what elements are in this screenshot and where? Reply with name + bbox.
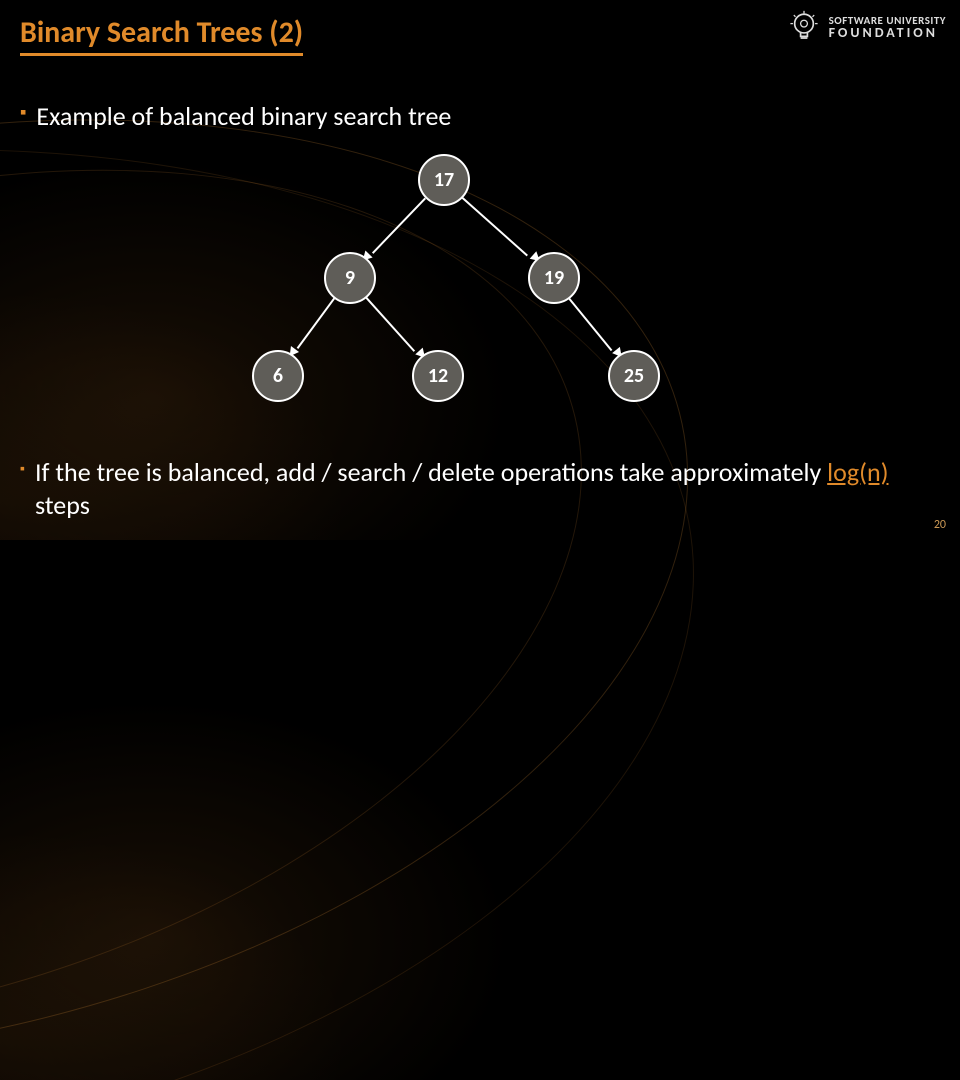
tree-edge	[462, 197, 529, 257]
bullet-2-prefix: If the tree is balanced, add / search / …	[35, 456, 827, 488]
tree-diagram: 17 9 19 6 12 25	[0, 150, 960, 430]
tree-node: 12	[412, 350, 464, 402]
complexity-term: log(n)	[827, 456, 888, 488]
bullet-2-suffix: steps	[35, 489, 90, 521]
tree-node: 25	[608, 350, 660, 402]
tree-node: 9	[324, 252, 376, 304]
tree-edge	[569, 298, 613, 351]
logo: SOFTWARE UNIVERSITY FOUNDATION	[787, 10, 946, 44]
lightbulb-gear-icon	[787, 10, 821, 44]
bullet-marker-icon: ▪	[20, 456, 25, 483]
tree-edge	[297, 298, 335, 349]
tree-node: 19	[528, 252, 580, 304]
bullet-2-text: If the tree is balanced, add / search / …	[35, 456, 940, 521]
tree-edge	[366, 297, 415, 352]
bullet-1: ▪ Example of balanced binary search tree	[20, 100, 451, 133]
tree-node: 6	[252, 350, 304, 402]
page-number: 20	[934, 518, 946, 532]
slide-title: Binary Search Trees (2)	[20, 14, 303, 56]
logo-line2: FOUNDATION	[829, 26, 946, 40]
tree-edge	[372, 197, 426, 253]
bullet-marker-icon: ▪	[20, 100, 26, 125]
bullet-1-text: Example of balanced binary search tree	[36, 100, 451, 133]
tree-node: 17	[418, 154, 470, 206]
bullet-2: ▪ If the tree is balanced, add / search …	[20, 456, 940, 521]
